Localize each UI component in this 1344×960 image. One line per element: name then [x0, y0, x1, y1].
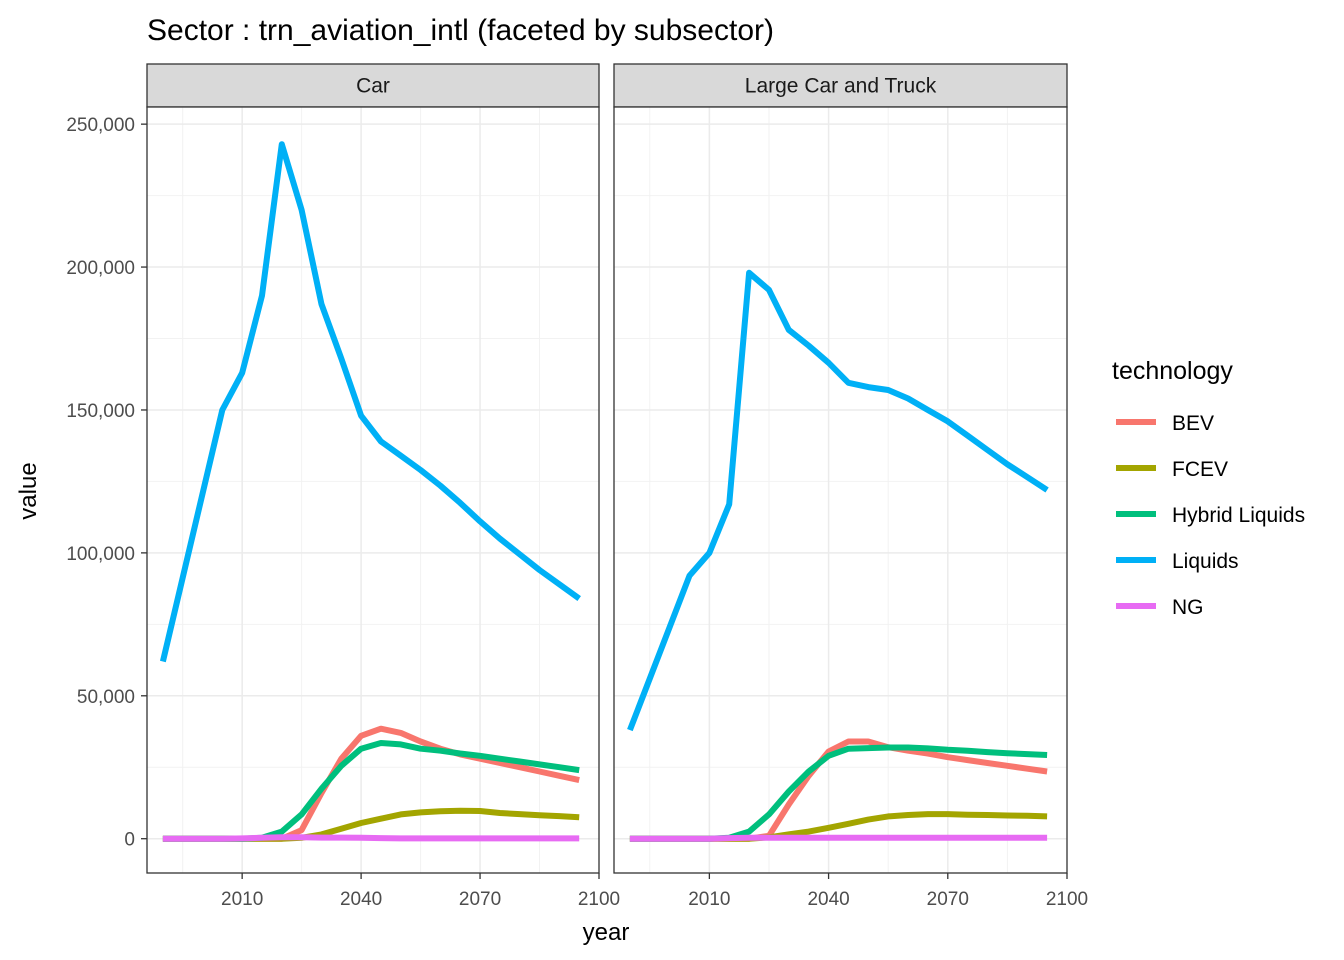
y-axis-title: value: [15, 462, 42, 519]
y-tick-label: 150,000: [66, 401, 135, 422]
x-tick-label: 2070: [927, 889, 969, 910]
facet-strip-label: Large Car and Truck: [745, 75, 937, 98]
legend-entry: Liquids: [1116, 550, 1239, 573]
x-axis-title: year: [583, 919, 630, 946]
panel-border: [146, 106, 600, 874]
legend-label: NG: [1172, 596, 1204, 619]
series-line-liquids: [627, 269, 1049, 732]
legend-entry: NG: [1116, 596, 1204, 619]
y-tick-label: 50,000: [77, 687, 135, 708]
y-tick-label: 0: [124, 830, 135, 851]
legend-label: Hybrid Liquids: [1172, 504, 1305, 527]
plot-background: [614, 107, 1067, 873]
legend-entry: BEV: [1116, 412, 1214, 435]
x-tick-label: 2100: [578, 889, 620, 910]
x-tick-label: 2010: [221, 889, 263, 910]
legend-title: technology: [1112, 357, 1233, 385]
y-tick-label: 100,000: [66, 544, 135, 565]
legend-label: Liquids: [1172, 550, 1239, 573]
facet-strip: [613, 63, 1068, 108]
series-line-ng: [162, 834, 580, 842]
legend-entry: FCEV: [1116, 458, 1228, 481]
facet-panels: Car 2010 2040 2070 2100 0 50,000 100,000 150,000…: [66, 63, 1088, 910]
y-tick-label: 200,000: [66, 258, 135, 279]
legend-label: BEV: [1172, 412, 1214, 435]
x-tick-label: 2100: [1046, 889, 1088, 910]
series-line-liquids: [159, 141, 581, 663]
legend: technology BEV FCEV Hybrid Liquids Liquids N…: [1112, 357, 1305, 619]
facet-strip: [146, 63, 600, 108]
facet-strip-label: Car: [356, 75, 390, 98]
legend-label: FCEV: [1172, 458, 1228, 481]
legend-entry: Hybrid Liquids: [1116, 504, 1305, 527]
x-tick-label: 2040: [807, 889, 849, 910]
y-tick-label: 250,000: [66, 115, 135, 136]
facet-panel: Car 2010 2040 2070 2100 0 50,000 100,000 150,000…: [66, 63, 620, 910]
x-tick-label: 2070: [459, 889, 501, 910]
plot-background: [147, 107, 599, 873]
chart-title: Sector : trn_aviation_intl (faceted by s…: [147, 14, 774, 47]
series-line-ng: [629, 834, 1048, 842]
facet-panel: Large Car and Truck 2010 2040 2070 2100: [613, 63, 1088, 910]
x-tick-label: 2010: [688, 889, 730, 910]
x-tick-label: 2040: [340, 889, 382, 910]
panel-border: [613, 106, 1068, 874]
